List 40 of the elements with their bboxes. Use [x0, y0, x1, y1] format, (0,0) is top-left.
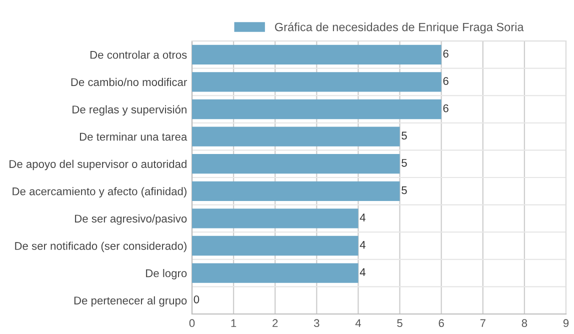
y-tick-label: De reglas y supervisión: [72, 105, 186, 116]
x-tick-label: 2: [272, 319, 278, 327]
bar: [192, 44, 442, 64]
y-tick-label: De acercamiento y afecto (afinidad): [12, 187, 186, 198]
data-label: 5: [402, 186, 407, 194]
x-tick-label: 9: [563, 319, 569, 328]
y-tick-label: De terminar una tarea: [80, 132, 188, 141]
x-tick-label: 7: [480, 319, 486, 327]
bar: [192, 126, 400, 146]
x-tick-label: 3: [314, 319, 320, 328]
data-label: 5: [402, 159, 407, 167]
y-tick-label: De ser agresivo/pasivo: [75, 214, 187, 225]
bar: [192, 208, 358, 228]
legend-label: Gráfica de necesidades de Enrique Fraga Soria: [274, 22, 524, 34]
y-tick-label: De apoyo del supervisor o autoridad: [10, 160, 186, 170]
bar: [192, 99, 442, 120]
y-tick-label: De controlar a otros: [90, 50, 187, 59]
data-label: 5: [402, 132, 407, 140]
data-label: 6: [443, 104, 448, 112]
y-tick-label: De ser notificado (ser considerado): [15, 242, 186, 252]
x-tick-label: 5: [397, 319, 402, 328]
y-tick-label: De pertenecer al grupo: [74, 296, 187, 307]
bar: [192, 72, 442, 92]
bar: [192, 154, 400, 174]
x-tick-label: 4: [355, 319, 361, 327]
data-label: 6: [443, 50, 448, 58]
bar: [192, 181, 400, 201]
data-label: 6: [443, 77, 448, 85]
bar: [192, 263, 358, 283]
y-tick-label: De cambio/no modificar: [71, 78, 187, 86]
data-label: 4: [360, 240, 366, 249]
y-tick-label: De logro: [146, 269, 187, 280]
x-tick-label: 6: [438, 319, 444, 328]
data-label: 4: [360, 268, 366, 276]
x-tick-label: 1: [231, 319, 236, 327]
x-tick-label: 8: [522, 319, 528, 328]
x-tick-label: 0: [189, 319, 195, 328]
data-label: 0: [194, 295, 200, 304]
bar: [192, 236, 358, 256]
data-label: 4: [360, 214, 366, 222]
